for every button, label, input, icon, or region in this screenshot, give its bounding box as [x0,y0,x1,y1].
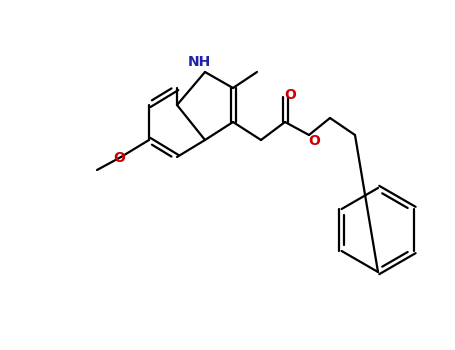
Text: NH: NH [187,55,211,69]
Text: O: O [284,88,296,102]
Text: O: O [308,134,320,148]
Text: O: O [113,151,125,165]
